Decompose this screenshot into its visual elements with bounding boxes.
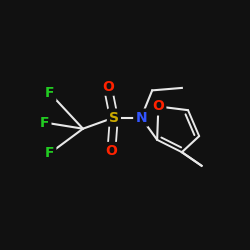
Text: O: O xyxy=(152,100,164,114)
Text: F: F xyxy=(45,146,54,160)
Text: O: O xyxy=(106,144,117,158)
Text: N: N xyxy=(135,110,147,124)
Text: F: F xyxy=(45,86,54,100)
Text: F: F xyxy=(40,116,50,130)
Text: S: S xyxy=(109,110,119,124)
Text: O: O xyxy=(102,80,114,94)
